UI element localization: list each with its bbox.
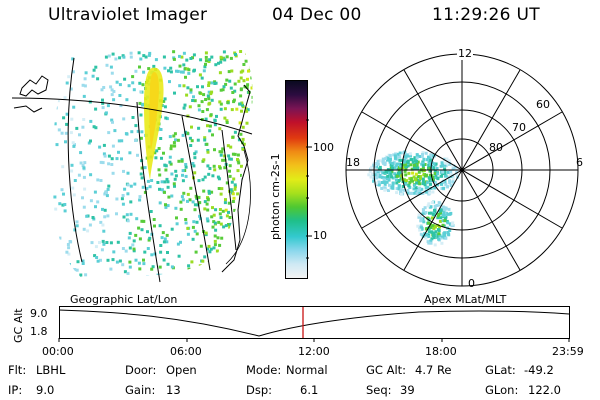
- mode-label: Mode:: [246, 363, 282, 377]
- mlat-label-60: 60: [536, 98, 550, 111]
- mlt-label-6: 6: [576, 156, 583, 169]
- mlt-label-0: 0: [468, 277, 475, 290]
- coastline: [13, 75, 49, 113]
- glon-label: GLon:: [485, 383, 519, 397]
- polar-aurora-field: [367, 150, 460, 247]
- longitude-line: [67, 57, 83, 263]
- mode-value: Normal: [286, 363, 328, 377]
- gc-alt-value: 4.7 Re: [415, 363, 452, 377]
- dsp-value: 6.1: [300, 383, 319, 397]
- glat-value: -49.2: [524, 363, 554, 377]
- time-tick-1200: 12:00: [298, 345, 330, 358]
- polar-plot-caption: Apex MLat/MLT: [424, 293, 507, 306]
- time-tick-0000: 00:00: [42, 345, 74, 358]
- time-tick-0600: 06:00: [170, 345, 202, 358]
- glon-value: 122.0: [528, 383, 561, 397]
- glat-label: GLat:: [485, 363, 516, 377]
- time-label: 11:29:26 UT: [432, 5, 540, 25]
- map-limb: [225, 149, 251, 265]
- longitude-line: [136, 101, 161, 283]
- flt-value: LBHL: [36, 363, 66, 377]
- time-tick-2359: 23:59: [552, 345, 584, 358]
- geo-map-image: [11, 50, 253, 283]
- mlt-label-12: 12: [457, 47, 473, 60]
- altitude-axis-label: GC Alt: [12, 308, 25, 343]
- latitude-line: [11, 97, 253, 135]
- door-value: Open: [166, 363, 197, 377]
- gain-value: 13: [166, 383, 181, 397]
- ip-value: 9.0: [36, 383, 55, 397]
- date-label: 04 Dec 00: [272, 5, 362, 25]
- flt-label: Flt:: [8, 363, 27, 377]
- gain-label: Gain:: [125, 383, 156, 397]
- altitude-tick-high: 9.0: [30, 307, 48, 320]
- longitude-line: [181, 115, 211, 271]
- instrument-title: Ultraviolet Imager: [48, 5, 208, 25]
- coastline: [221, 84, 251, 273]
- door-label: Door:: [125, 363, 157, 377]
- seq-label: Seq:: [366, 383, 392, 397]
- longitude-line: [221, 129, 237, 251]
- altitude-curve: [58, 309, 570, 337]
- altitude-track-plot: [58, 306, 570, 342]
- time-tick-1800: 18:00: [425, 345, 457, 358]
- polar-plot: [345, 53, 579, 287]
- colorbar-axis: [306, 119, 312, 259]
- colorbar-tick-100: 100: [313, 141, 334, 154]
- mlt-label-18: 18: [346, 156, 360, 169]
- mlat-label-80: 80: [489, 141, 503, 154]
- colorbar-unit-label: photon cm-2s-1: [269, 153, 282, 240]
- ip-label: IP:: [8, 383, 23, 397]
- mlat-label-70: 70: [512, 121, 526, 134]
- altitude-tick-low: 1.8: [30, 325, 48, 338]
- colorbar: [285, 80, 308, 279]
- seq-value: 39: [400, 383, 415, 397]
- dsp-label: Dsp:: [246, 383, 273, 397]
- colorbar-tick-10: 10: [313, 229, 327, 242]
- geo-map-caption: Geographic Lat/Lon: [70, 293, 178, 306]
- gc-alt-label: GC Alt:: [366, 363, 407, 377]
